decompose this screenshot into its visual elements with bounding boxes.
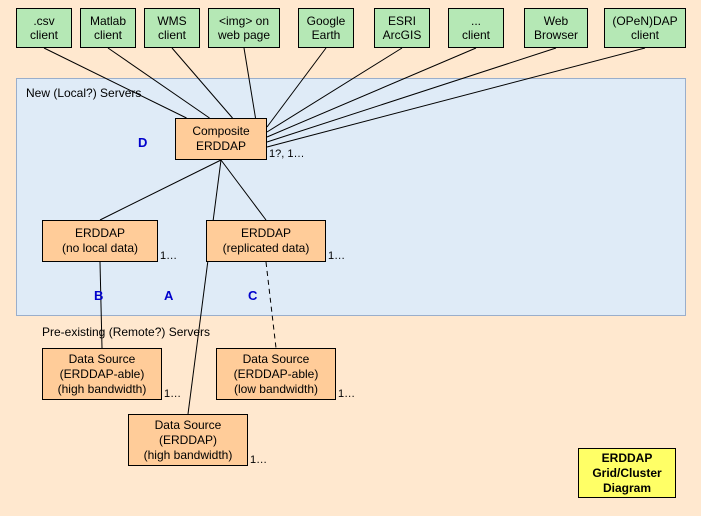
multiplicity: 1?, 1… (269, 148, 304, 160)
client-box: WMSclient (144, 8, 200, 48)
preexisting-label: Pre-existing (Remote?) Servers (42, 325, 210, 339)
client-box: (OPeN)DAPclient (604, 8, 686, 48)
ds1: Data Source(ERDDAP-able)(high bandwidth) (42, 348, 162, 400)
client-box: ...client (448, 8, 504, 48)
repl: ERDDAP(replicated data) (206, 220, 326, 262)
composite: CompositeERDDAP (175, 118, 267, 160)
client-box: WebBrowser (524, 8, 588, 48)
multiplicity: 1… (164, 388, 181, 400)
multiplicity: 1… (328, 250, 345, 262)
client-box: GoogleEarth (298, 8, 354, 48)
client-box: <img> onweb page (208, 8, 280, 48)
ds2: Data Source(ERDDAP-able)(low bandwidth) (216, 348, 336, 400)
client-box: ESRIArcGIS (374, 8, 430, 48)
letter-B: B (94, 288, 103, 303)
client-box: .csvclient (16, 8, 72, 48)
client-box: Matlabclient (80, 8, 136, 48)
letter-C: C (248, 288, 257, 303)
letter-A: A (164, 288, 173, 303)
multiplicity: 1… (160, 250, 177, 262)
server-panel (16, 78, 686, 316)
title-box: ERDDAPGrid/ClusterDiagram (578, 448, 676, 498)
multiplicity: 1… (338, 388, 355, 400)
panel-label: New (Local?) Servers (26, 86, 141, 100)
title-text: ERDDAPGrid/ClusterDiagram (592, 451, 661, 496)
multiplicity: 1… (250, 454, 267, 466)
letter-D: D (138, 135, 147, 150)
ds3: Data Source(ERDDAP)(high bandwidth) (128, 414, 248, 466)
nolocal: ERDDAP(no local data) (42, 220, 158, 262)
